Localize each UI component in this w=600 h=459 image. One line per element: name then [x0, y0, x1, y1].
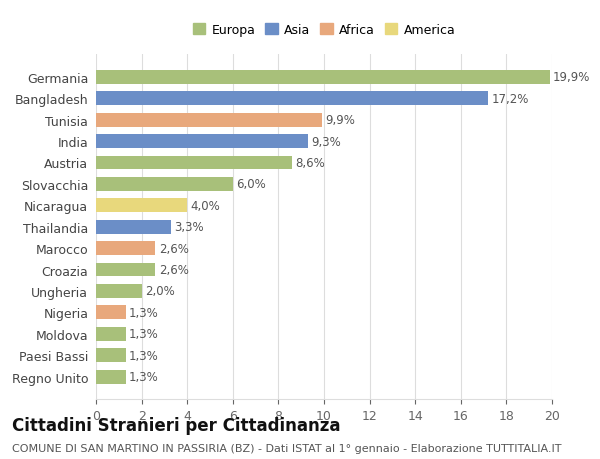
Text: 1,3%: 1,3%: [129, 306, 159, 319]
Text: 1,3%: 1,3%: [129, 370, 159, 383]
Bar: [96, 220, 171, 234]
Text: 1,3%: 1,3%: [129, 328, 159, 341]
Bar: [96, 71, 550, 84]
Legend: Europa, Asia, Africa, America: Europa, Asia, Africa, America: [189, 20, 459, 40]
Text: 2,0%: 2,0%: [145, 285, 175, 298]
Bar: [96, 113, 322, 127]
Bar: [96, 263, 155, 277]
Bar: [96, 241, 155, 256]
Text: COMUNE DI SAN MARTINO IN PASSIRIA (BZ) - Dati ISTAT al 1° gennaio - Elaborazione: COMUNE DI SAN MARTINO IN PASSIRIA (BZ) -…: [12, 443, 562, 453]
Text: 3,3%: 3,3%: [175, 221, 204, 234]
Text: 2,6%: 2,6%: [158, 263, 188, 276]
Text: 1,3%: 1,3%: [129, 349, 159, 362]
Bar: [96, 178, 233, 191]
Text: 4,0%: 4,0%: [191, 199, 220, 213]
Text: 17,2%: 17,2%: [491, 93, 529, 106]
Text: 6,0%: 6,0%: [236, 178, 266, 191]
Bar: [96, 327, 125, 341]
Text: 19,9%: 19,9%: [553, 71, 590, 84]
Text: Cittadini Stranieri per Cittadinanza: Cittadini Stranieri per Cittadinanza: [12, 416, 341, 434]
Text: 9,3%: 9,3%: [311, 135, 341, 148]
Bar: [96, 306, 125, 319]
Bar: [96, 92, 488, 106]
Text: 8,6%: 8,6%: [296, 157, 325, 170]
Bar: [96, 135, 308, 149]
Text: 9,9%: 9,9%: [325, 114, 355, 127]
Bar: [96, 156, 292, 170]
Bar: [96, 284, 142, 298]
Bar: [96, 348, 125, 362]
Bar: [96, 199, 187, 213]
Text: 2,6%: 2,6%: [158, 242, 188, 255]
Bar: [96, 370, 125, 384]
